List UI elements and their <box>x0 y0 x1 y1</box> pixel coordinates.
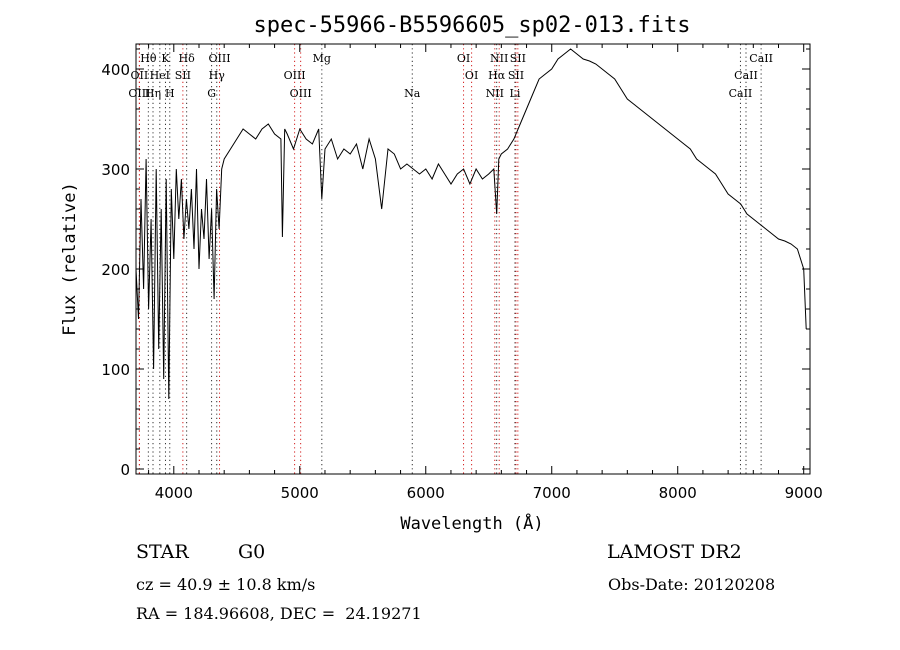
x-tick-label: 6000 <box>407 484 445 502</box>
y-tick-label: 300 <box>101 161 130 179</box>
redshift-text: cz = 40.9 ± 10.8 km/s <box>136 575 316 594</box>
line-marker-label: Li <box>510 87 521 100</box>
line-marker-label: OII <box>131 69 149 82</box>
x-tick-label: 4000 <box>155 484 193 502</box>
line-marker-label: OIII <box>208 52 230 65</box>
y-tick-label: 200 <box>101 261 130 279</box>
plot-frame <box>135 43 811 475</box>
y-axis-label: Flux (relative) <box>60 182 80 336</box>
chart-title: spec-55966-B5596605_sp02-013.fits <box>253 13 690 38</box>
line-marker-label: HeI <box>150 69 170 82</box>
line-marker-label: G <box>207 87 216 100</box>
line-marker-label: SII <box>510 52 526 65</box>
line-marker-label: SII <box>175 69 191 82</box>
x-tick-label: 5000 <box>281 484 319 502</box>
line-marker-label: CaII <box>749 52 773 65</box>
line-marker-label: Hα <box>488 69 506 82</box>
line-marker-label: OIII <box>290 87 312 100</box>
line-marker-label: Hγ <box>209 69 226 82</box>
x-axis-label: Wavelength (Å) <box>400 512 543 534</box>
spectrum-chart: spec-55966-B5596605_sp02-013.fits Hθ K Hδ O… <box>60 13 823 534</box>
line-marker-label: Hη <box>145 87 161 100</box>
object-subclass: G0 <box>238 541 266 563</box>
line-marker-label: Hθ <box>140 52 157 65</box>
x-tick-label: 8000 <box>659 484 697 502</box>
line-marker-label: OI <box>465 69 478 82</box>
line-marker-label: K <box>161 52 170 65</box>
obs-date-text: Obs-Date: 20120208 <box>608 575 776 594</box>
y-tick-label: 100 <box>101 361 130 379</box>
line-marker-label: Hδ <box>179 52 196 65</box>
coordinates-text: RA = 184.96608, DEC = 24.19271 <box>136 604 422 623</box>
survey-label: LAMOST DR2 <box>607 541 742 563</box>
line-marker-label: NII <box>490 52 508 65</box>
x-tick-label: 7000 <box>533 484 571 502</box>
line-marker-label: OIII <box>128 87 150 100</box>
line-marker-label: OI <box>457 52 470 65</box>
line-marker-label: CaII <box>734 69 758 82</box>
line-marker-label: NII <box>486 87 504 100</box>
object-class: STAR <box>136 541 189 563</box>
x-tick-label: 9000 <box>785 484 823 502</box>
line-marker-label: Mg <box>313 52 331 65</box>
spectrum-line <box>135 48 807 400</box>
y-tick-label: 0 <box>120 461 130 479</box>
line-marker-label: OIII <box>284 69 306 82</box>
line-marker-label: Na <box>404 87 421 100</box>
y-tick-label: 400 <box>101 61 130 79</box>
line-marker-label: CaII <box>729 87 753 100</box>
line-marker-label: H <box>165 87 175 100</box>
line-marker-label: SII <box>508 69 524 82</box>
